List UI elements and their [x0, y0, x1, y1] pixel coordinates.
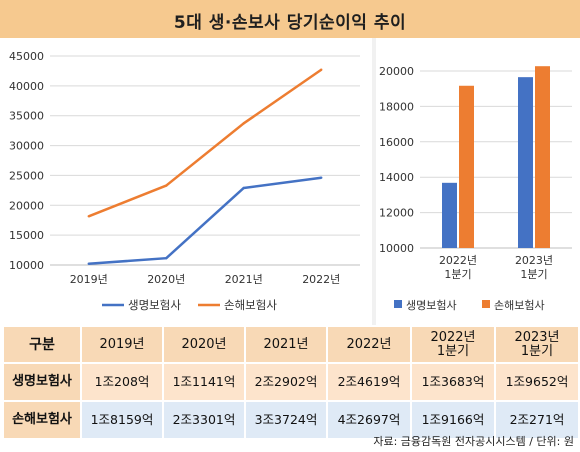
x-tick-label: 2021년	[225, 273, 263, 286]
data-point	[87, 262, 90, 265]
data-table: 구분 2019년 2020년 2021년 2022년 2022년 1분기 2023…	[2, 325, 580, 440]
bar-nonlife	[459, 85, 474, 248]
x-tick-label: 2023년	[515, 254, 553, 267]
bar-nonlife	[535, 66, 550, 248]
title-bar	[0, 0, 580, 38]
table-cell: 1조9166억	[410, 400, 496, 440]
x-tick-label: 2020년	[147, 273, 185, 286]
y-tick-label: 40000	[9, 80, 44, 93]
x-tick-label: 2022년	[302, 273, 340, 286]
legend-label: 생명보험사	[128, 298, 181, 312]
line-chart-panel: 10000 15000 20000 25000 30000 35000 40000 45000…	[0, 38, 372, 325]
table-cell: 1조1141억	[162, 362, 246, 402]
table-header-cell: 구분	[2, 325, 82, 364]
source-note: 자료: 금융감독원 전자공시시스템 / 단위: 원	[373, 435, 574, 448]
y-tick-label: 10000	[9, 259, 44, 272]
data-point	[242, 186, 245, 190]
data-point	[320, 176, 323, 179]
legend-label: 손해보험사	[224, 298, 277, 312]
table-header-cell: 2021년	[244, 325, 328, 364]
line-chart: 10000 15000 20000 25000 30000 35000 40000 45000…	[9, 50, 360, 312]
data-point	[165, 184, 168, 187]
table-cell: 4조2697억	[326, 400, 412, 440]
legend-label: 생명보험사	[406, 299, 457, 312]
x-tick-label: 1분기	[520, 268, 547, 281]
table-cell: 1조9652억	[494, 362, 580, 402]
table-header-cell: 2023년 1분기	[494, 325, 580, 364]
table-row-label: 생명보험사	[2, 362, 82, 402]
x-tick-label: 2019년	[70, 273, 108, 286]
data-point	[242, 122, 245, 125]
y-tick-label: 45000	[9, 50, 44, 63]
y-tick-label: 25000	[9, 169, 44, 182]
panel-divider	[372, 38, 376, 325]
table-row-life: 생명보험사 1조208억 1조1141억 2조2902억 2조4619억 1조3…	[2, 362, 580, 402]
table-cell: 1조3683억	[410, 362, 496, 402]
bar-chart-panel: 10000 12000 14000 16000 18000 20000 2022년 1분기 20…	[376, 38, 580, 325]
x-tick-label: 2022년	[439, 254, 477, 267]
y-tick-label: 30000	[9, 140, 44, 153]
legend-swatch-life	[394, 300, 402, 308]
table-header-cell: 2020년	[162, 325, 246, 364]
data-point	[320, 68, 323, 71]
data-point	[165, 256, 168, 260]
page-title: 5대 생·손보사 당기순이익 추이	[173, 13, 407, 33]
bar-life	[442, 182, 457, 248]
table-row-label: 손해보험사	[2, 400, 82, 440]
table-header-cell: 2019년	[80, 325, 164, 364]
table-cell: 2조2902억	[244, 362, 328, 402]
table-header-cell: 2022년 1분기	[410, 325, 496, 364]
y-tick-label: 20000	[379, 65, 414, 78]
series-line-2	[88, 68, 322, 218]
legend-label: 손해보험사	[494, 298, 545, 312]
y-tick-label: 18000	[379, 100, 414, 113]
x-tick-label: 1분기	[444, 268, 471, 281]
bar-life	[518, 77, 533, 248]
series-line-1	[88, 176, 322, 266]
table-cell: 1조8159억	[80, 400, 164, 440]
table-header-row: 구분 2019년 2020년 2021년 2022년 2022년 1분기 2023…	[2, 325, 580, 364]
y-tick-label: 16000	[379, 136, 414, 149]
legend-swatch-nonlife	[482, 300, 490, 308]
table-cell: 2조4619억	[326, 362, 412, 402]
y-tick-label: 35000	[9, 110, 44, 123]
y-tick-label: 15000	[9, 229, 44, 242]
table-header-cell: 2022년	[326, 325, 412, 364]
y-tick-label: 20000	[9, 199, 44, 212]
bar-chart: 1000012000140001600018000200002022년1분기20…	[379, 65, 572, 312]
table-row-nonlife: 손해보험사 1조8159억 2조3301억 3조3724억 4조2697억 1조…	[2, 400, 580, 440]
table-cell: 2조271억	[494, 400, 580, 440]
y-tick-label: 10000	[379, 242, 414, 255]
table-cell: 3조3724억	[244, 400, 328, 440]
y-tick-label: 12000	[379, 207, 414, 220]
data-point	[87, 215, 90, 218]
table-cell: 1조208억	[80, 362, 164, 402]
y-tick-label: 14000	[379, 171, 414, 184]
table-cell: 2조3301억	[162, 400, 246, 440]
